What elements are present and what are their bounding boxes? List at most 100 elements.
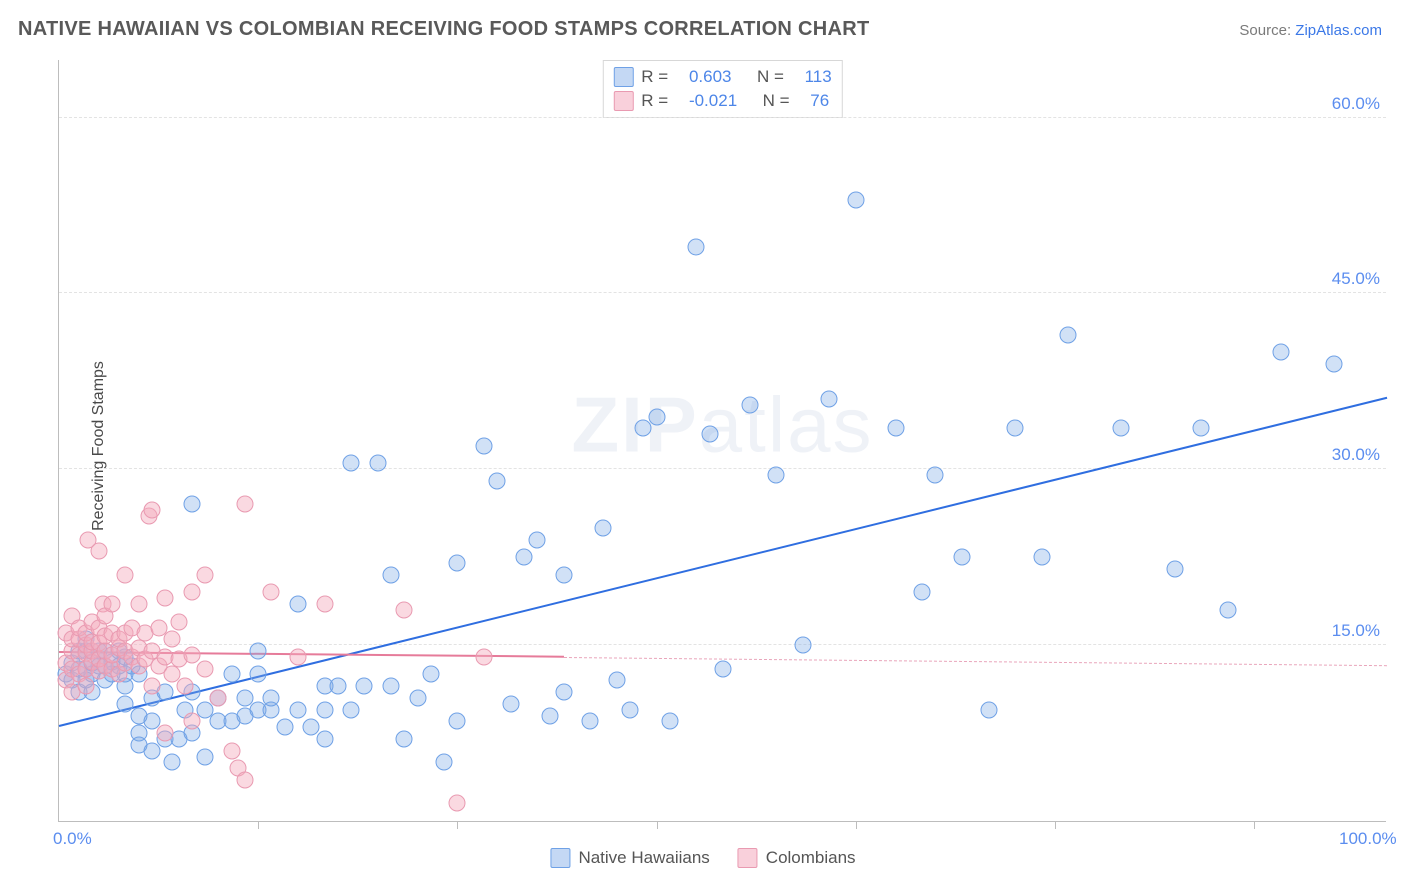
data-point xyxy=(1033,549,1050,566)
swatch-pink-icon xyxy=(738,848,758,868)
y-tick-label: 15.0% xyxy=(1332,621,1380,641)
data-point xyxy=(130,596,147,613)
data-point xyxy=(608,672,625,689)
data-point xyxy=(104,596,121,613)
data-point xyxy=(422,666,439,683)
legend-item-blue: Native Hawaiians xyxy=(550,848,709,868)
data-point xyxy=(263,584,280,601)
data-point xyxy=(847,191,864,208)
data-point xyxy=(635,420,652,437)
data-point xyxy=(449,795,466,812)
data-point xyxy=(927,467,944,484)
data-point xyxy=(794,637,811,654)
data-point xyxy=(383,678,400,695)
data-point xyxy=(489,473,506,490)
data-point xyxy=(515,549,532,566)
data-point xyxy=(1325,355,1342,372)
data-point xyxy=(197,566,214,583)
data-point xyxy=(396,730,413,747)
data-point xyxy=(449,555,466,572)
gridline xyxy=(59,117,1386,118)
data-point xyxy=(529,531,546,548)
data-point xyxy=(502,695,519,712)
data-point xyxy=(223,666,240,683)
data-point xyxy=(821,390,838,407)
correlation-chart: NATIVE HAWAIIAN VS COLOMBIAN RECEIVING F… xyxy=(0,0,1406,892)
data-point xyxy=(316,596,333,613)
data-point xyxy=(183,584,200,601)
data-point xyxy=(980,701,997,718)
data-point xyxy=(157,590,174,607)
data-point xyxy=(290,648,307,665)
legend-stats: R = 0.603 N = 113 R = -0.021 N = 76 xyxy=(602,60,842,118)
y-tick-label: 30.0% xyxy=(1332,445,1380,465)
x-tick-label: 0.0% xyxy=(53,829,92,849)
data-point xyxy=(661,713,678,730)
data-point xyxy=(343,455,360,472)
data-point xyxy=(263,689,280,706)
x-tick-label: 100.0% xyxy=(1339,829,1397,849)
y-tick-label: 45.0% xyxy=(1332,269,1380,289)
data-point xyxy=(163,754,180,771)
data-point xyxy=(1166,560,1183,577)
source-label: Source: ZipAtlas.com xyxy=(1239,22,1382,39)
data-point xyxy=(595,519,612,536)
source-link[interactable]: ZipAtlas.com xyxy=(1295,22,1382,39)
data-point xyxy=(954,549,971,566)
regression-line xyxy=(564,657,1387,666)
data-point xyxy=(276,719,293,736)
data-point xyxy=(90,543,107,560)
data-point xyxy=(143,678,160,695)
legend-stat-row-pink: R = -0.021 N = 76 xyxy=(613,89,831,113)
data-point xyxy=(316,701,333,718)
x-tick xyxy=(856,821,857,829)
data-point xyxy=(396,602,413,619)
data-point xyxy=(157,725,174,742)
plot-area: ZIPatlas R = 0.603 N = 113 R = -0.021 N … xyxy=(58,60,1386,822)
data-point xyxy=(197,748,214,765)
data-point xyxy=(117,566,134,583)
data-point xyxy=(290,701,307,718)
data-point xyxy=(1060,326,1077,343)
data-point xyxy=(383,566,400,583)
data-point xyxy=(475,648,492,665)
data-point xyxy=(1193,420,1210,437)
data-point xyxy=(449,713,466,730)
data-point xyxy=(914,584,931,601)
x-tick xyxy=(1055,821,1056,829)
data-point xyxy=(250,666,267,683)
y-tick-label: 60.0% xyxy=(1332,94,1380,114)
data-point xyxy=(170,613,187,630)
data-point xyxy=(183,496,200,513)
data-point xyxy=(436,754,453,771)
chart-title: NATIVE HAWAIIAN VS COLOMBIAN RECEIVING F… xyxy=(18,18,870,41)
data-point xyxy=(143,502,160,519)
data-point xyxy=(622,701,639,718)
data-point xyxy=(329,678,346,695)
data-point xyxy=(163,631,180,648)
data-point xyxy=(343,701,360,718)
gridline xyxy=(59,292,1386,293)
data-point xyxy=(768,467,785,484)
data-point xyxy=(542,707,559,724)
data-point xyxy=(648,408,665,425)
data-point xyxy=(688,238,705,255)
data-point xyxy=(715,660,732,677)
data-point xyxy=(887,420,904,437)
data-point xyxy=(183,713,200,730)
data-point xyxy=(356,678,373,695)
data-point xyxy=(316,730,333,747)
x-tick xyxy=(657,821,658,829)
data-point xyxy=(223,742,240,759)
data-point xyxy=(197,660,214,677)
swatch-blue-icon xyxy=(550,848,570,868)
x-tick xyxy=(1254,821,1255,829)
data-point xyxy=(210,689,227,706)
data-point xyxy=(1007,420,1024,437)
legend-stat-row-blue: R = 0.603 N = 113 xyxy=(613,65,831,89)
data-point xyxy=(475,437,492,454)
data-point xyxy=(183,646,200,663)
data-point xyxy=(701,426,718,443)
data-point xyxy=(555,684,572,701)
data-point xyxy=(236,496,253,513)
